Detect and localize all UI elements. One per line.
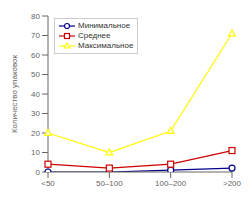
svg-text:10: 10 [31,148,40,157]
svg-text:40: 40 [31,90,40,99]
svg-text:<50: <50 [41,179,55,188]
svg-text:0: 0 [36,168,41,177]
svg-text:50: 50 [31,70,40,79]
svg-text:50–100: 50–100 [96,179,123,188]
html-text:Минимальное: Минимальное [78,21,131,30]
svg-text:80: 80 [31,12,40,21]
html-text:Максимальное: Максимальное [78,41,134,50]
svg-text:30: 30 [31,109,40,118]
html-text:Среднее: Среднее [78,31,111,40]
svg-text:>200: >200 [223,179,242,188]
svg-text:Количество упаковок: Количество упаковок [10,54,19,133]
svg-text:100–200: 100–200 [155,179,187,188]
svg-text:20: 20 [31,129,40,138]
svg-text:60: 60 [31,51,40,60]
svg-text:70: 70 [31,31,40,40]
